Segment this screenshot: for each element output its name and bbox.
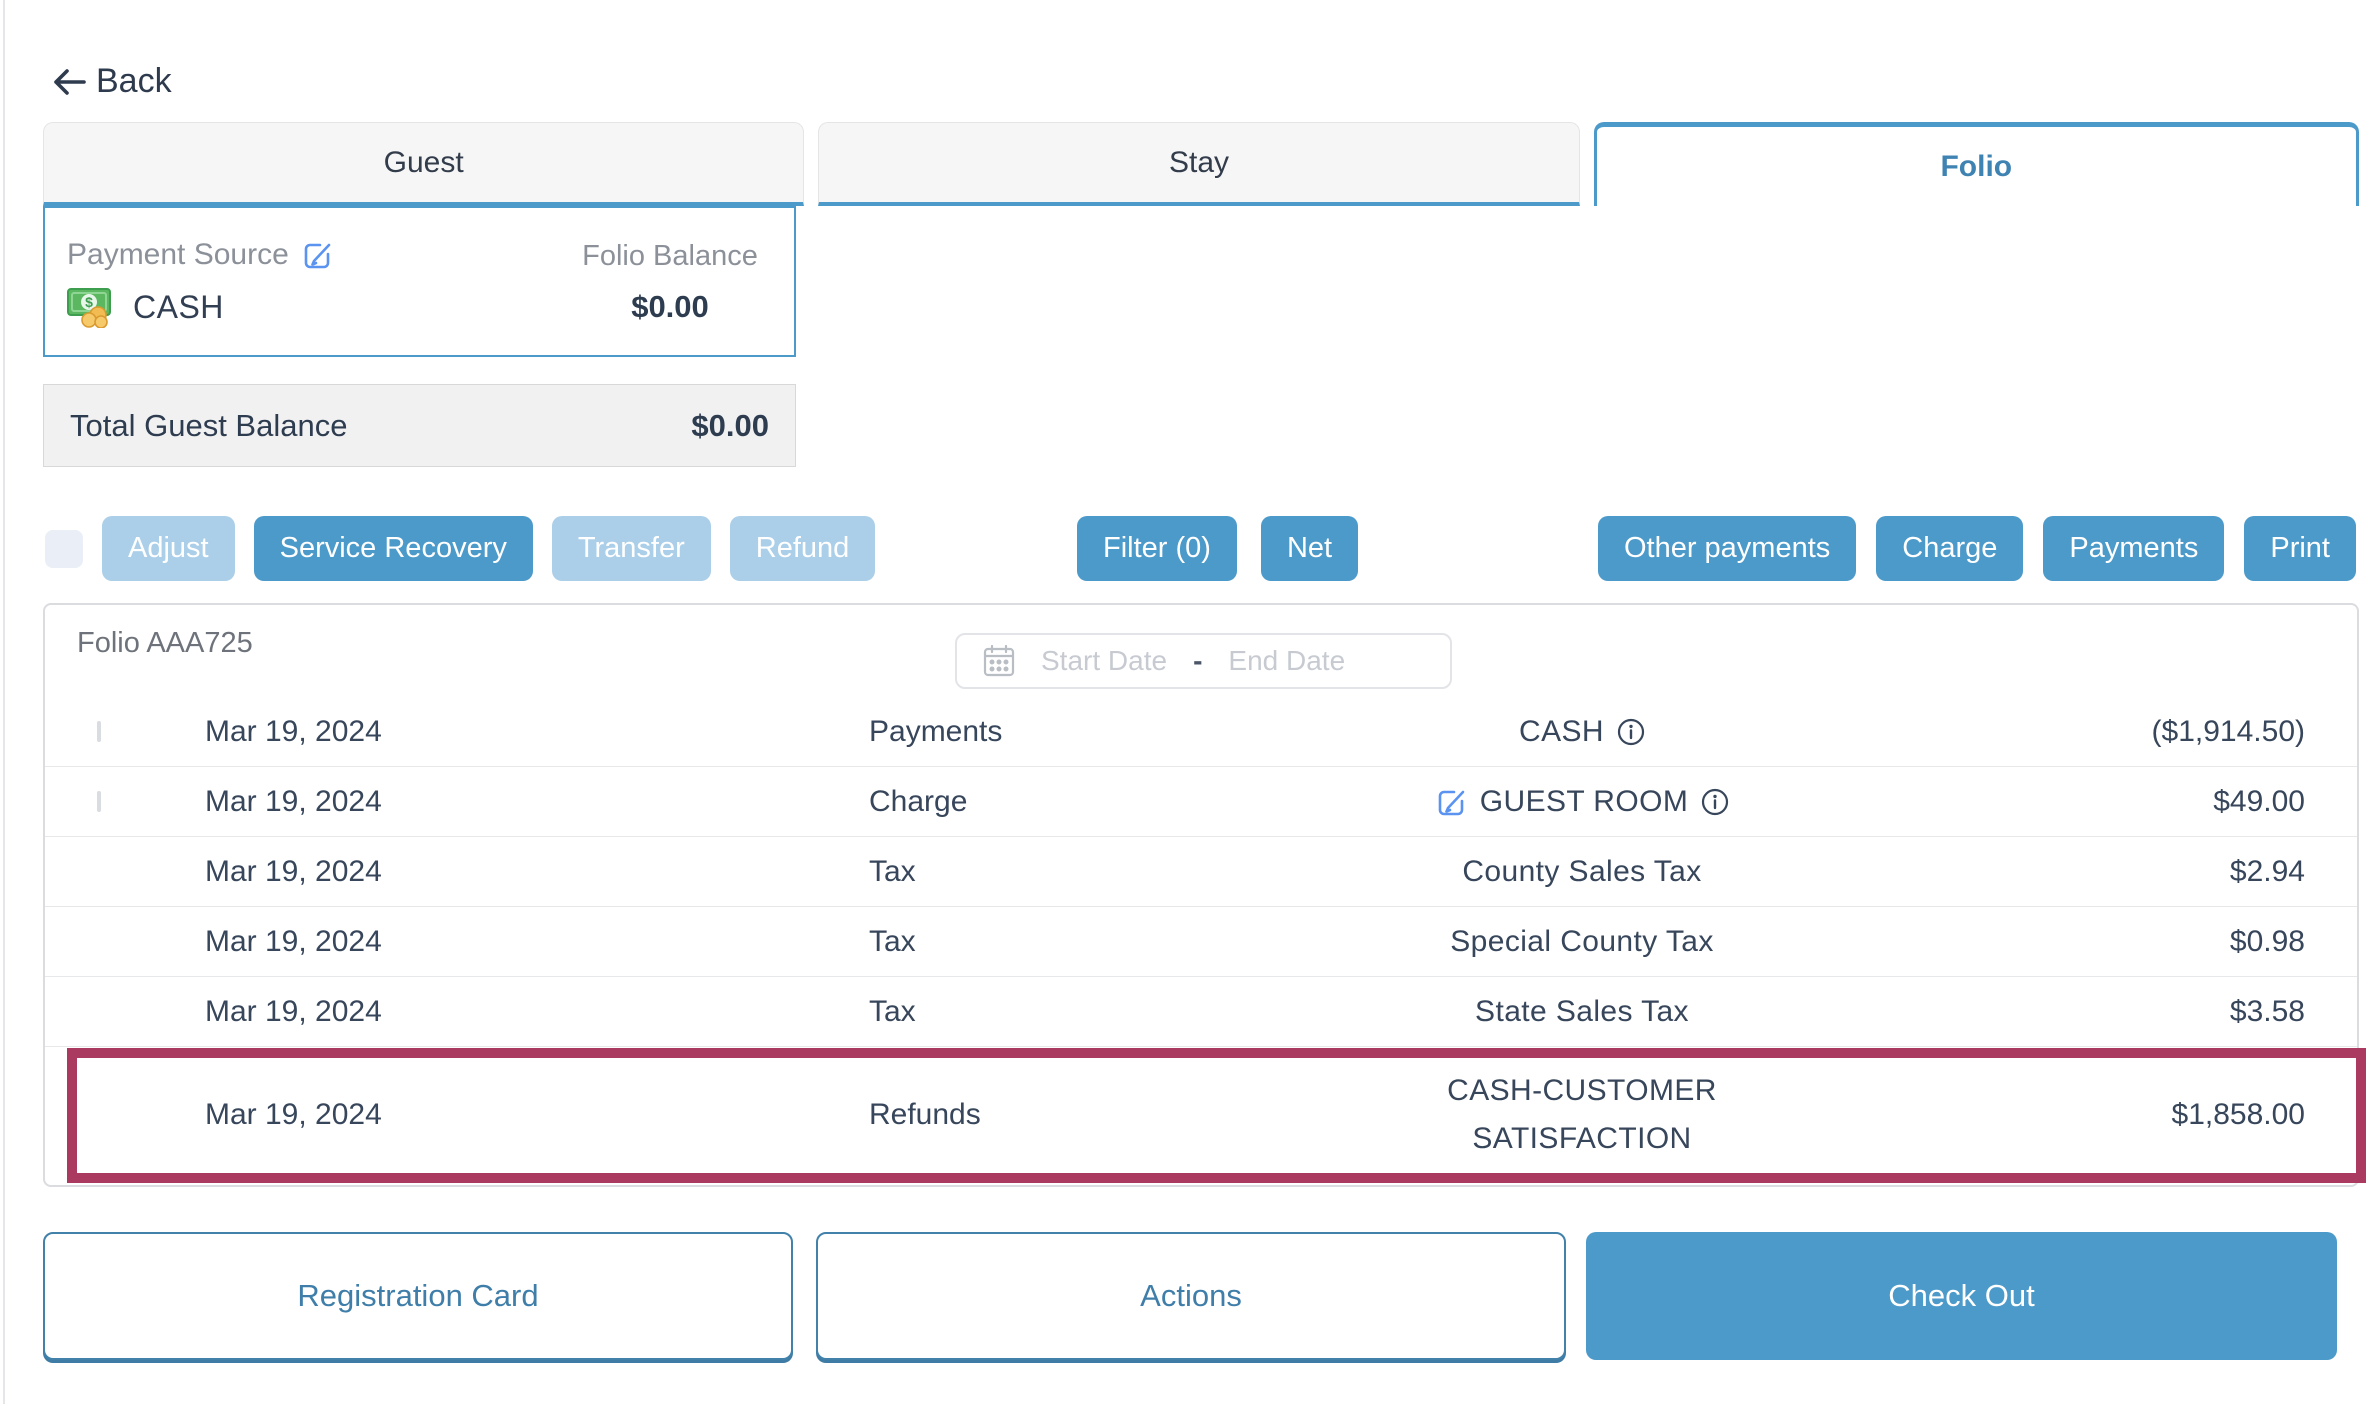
select-all-checkbox[interactable]: [45, 529, 83, 568]
row-type: Payments: [869, 714, 1003, 748]
row-description: CASH: [1519, 714, 1604, 748]
total-guest-balance-label: Total Guest Balance: [70, 407, 348, 443]
table-row-tax: Mar 19, 2024 Tax Special County Tax $0.9…: [45, 907, 2357, 977]
date-range-picker[interactable]: Start Date - End Date: [955, 633, 1452, 689]
tab-folio-label: Folio: [1940, 149, 2013, 183]
back-label: Back: [96, 62, 172, 100]
table-row-refund-highlighted: Mar 19, 2024 Refunds CASH-CUSTOMER SATIS…: [45, 1047, 2357, 1182]
row-type: Tax: [869, 994, 916, 1028]
folio-balance-label: Folio Balance: [582, 240, 758, 272]
calendar-icon: [983, 644, 1015, 678]
actions-button[interactable]: Actions: [816, 1232, 1566, 1360]
row-checkbox[interactable]: [97, 720, 101, 742]
info-icon[interactable]: [1701, 788, 1729, 816]
payments-button[interactable]: Payments: [2043, 516, 2225, 581]
table-row-tax: Mar 19, 2024 Tax State Sales Tax $3.58: [45, 977, 2357, 1047]
tab-stay-label: Stay: [1168, 145, 1229, 179]
transfer-button: Transfer: [551, 516, 711, 581]
cash-icon: $: [67, 286, 119, 328]
toolbar-left-group: Adjust Service Recovery Transfer Refund: [45, 516, 876, 581]
row-date: Mar 19, 2024: [205, 1097, 382, 1131]
row-amount: $49.00: [2213, 784, 2305, 818]
payment-source-card: Payment Source $: [43, 206, 796, 357]
tab-guest[interactable]: Guest: [43, 122, 805, 206]
adjust-button: Adjust: [102, 516, 235, 581]
charge-button[interactable]: Charge: [1876, 516, 2024, 581]
filter-button[interactable]: Filter (0): [1077, 516, 1237, 581]
row-amount: $0.98: [2229, 924, 2305, 958]
payment-source-label: Payment Source: [67, 238, 289, 271]
row-type: Refunds: [869, 1097, 981, 1131]
folio-title: Folio AAA725: [77, 627, 253, 659]
total-guest-balance-value: $0.00: [691, 407, 769, 443]
total-guest-balance-bar: Total Guest Balance $0.00: [43, 384, 796, 467]
check-out-label: Check Out: [1888, 1278, 2035, 1313]
row-date: Mar 19, 2024: [205, 854, 382, 888]
other-payments-button[interactable]: Other payments: [1597, 516, 1857, 581]
svg-text:$: $: [85, 294, 93, 310]
service-recovery-button[interactable]: Service Recovery: [253, 516, 533, 581]
row-description: County Sales Tax: [1462, 854, 1702, 888]
edit-icon[interactable]: [1435, 786, 1467, 818]
tab-stay[interactable]: Stay: [818, 122, 1580, 206]
date-range-separator: -: [1193, 645, 1203, 676]
row-description: CASH-CUSTOMER SATISFACTION: [1447, 1073, 1717, 1155]
net-button[interactable]: Net: [1260, 516, 1359, 581]
folio-balance-value: $0.00: [631, 289, 709, 324]
toolbar-middle-group: Filter (0) Net: [1077, 516, 1359, 581]
info-icon[interactable]: [1617, 718, 1645, 746]
detail-tabs: Guest Stay Folio: [43, 122, 2359, 206]
folio-table: Folio AAA725 Start Date - End Date Mar 1…: [43, 603, 2359, 1187]
row-amount: $1,858.00: [2171, 1097, 2305, 1131]
registration-card-label: Registration Card: [297, 1278, 539, 1313]
panel-edge-divider: [3, 0, 5, 1404]
print-button[interactable]: Print: [2244, 516, 2356, 581]
payment-method-value: CASH: [133, 288, 224, 325]
row-date: Mar 19, 2024: [205, 994, 382, 1028]
end-date-input[interactable]: End Date: [1228, 645, 1346, 676]
start-date-input[interactable]: Start Date: [1041, 645, 1168, 676]
row-type: Tax: [869, 854, 916, 888]
row-description: Special County Tax: [1450, 924, 1714, 958]
row-description: GUEST ROOM: [1479, 784, 1689, 818]
registration-card-button[interactable]: Registration Card: [43, 1232, 793, 1360]
refund-button: Refund: [729, 516, 876, 581]
table-row-tax: Mar 19, 2024 Tax County Sales Tax $2.94: [45, 837, 2357, 907]
tab-guest-label: Guest: [383, 145, 464, 179]
row-description: State Sales Tax: [1475, 994, 1689, 1028]
row-checkbox[interactable]: [97, 790, 101, 812]
row-date: Mar 19, 2024: [205, 784, 382, 818]
check-out-button[interactable]: Check Out: [1586, 1232, 2337, 1360]
folio-rows: Mar 19, 2024 Payments CASH ($1,914.50) M…: [45, 697, 2357, 1182]
edit-icon[interactable]: [301, 239, 333, 271]
table-row-charge: Mar 19, 2024 Charge GUEST ROOM $49.00: [45, 767, 2357, 837]
row-date: Mar 19, 2024: [205, 924, 382, 958]
row-type: Charge: [869, 784, 968, 818]
row-amount: $2.94: [2229, 854, 2305, 888]
tab-folio[interactable]: Folio: [1593, 122, 2359, 206]
actions-label: Actions: [1140, 1278, 1242, 1313]
row-amount: $3.58: [2229, 994, 2305, 1028]
row-date: Mar 19, 2024: [205, 714, 382, 748]
row-amount: ($1,914.50): [2151, 714, 2305, 748]
row-type: Tax: [869, 924, 916, 958]
back-button[interactable]: Back: [52, 62, 172, 101]
toolbar-right-group: Other payments Charge Payments Print: [1597, 516, 2356, 581]
back-arrow-icon: [52, 67, 86, 97]
table-row-payments: Mar 19, 2024 Payments CASH ($1,914.50): [45, 697, 2357, 767]
